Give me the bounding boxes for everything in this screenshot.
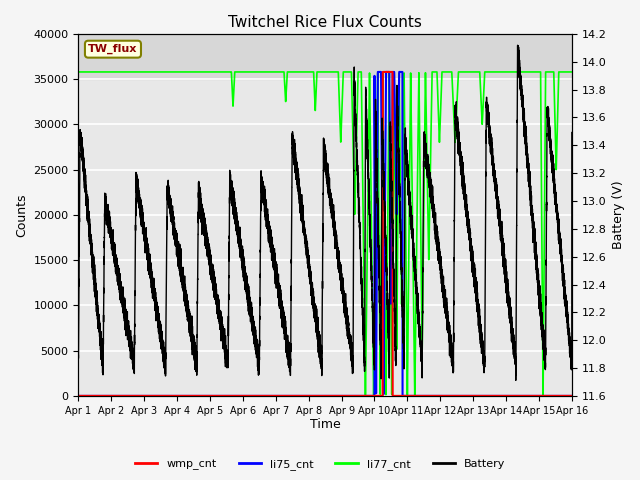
Y-axis label: Battery (V): Battery (V) — [612, 180, 625, 249]
Legend: wmp_cnt, li75_cnt, li77_cnt, Battery: wmp_cnt, li75_cnt, li77_cnt, Battery — [131, 455, 509, 474]
Y-axis label: Counts: Counts — [15, 193, 28, 237]
Text: TW_flux: TW_flux — [88, 44, 138, 54]
Title: Twitchel Rice Flux Counts: Twitchel Rice Flux Counts — [228, 15, 422, 30]
X-axis label: Time: Time — [310, 419, 340, 432]
Bar — [79, 34, 572, 79]
